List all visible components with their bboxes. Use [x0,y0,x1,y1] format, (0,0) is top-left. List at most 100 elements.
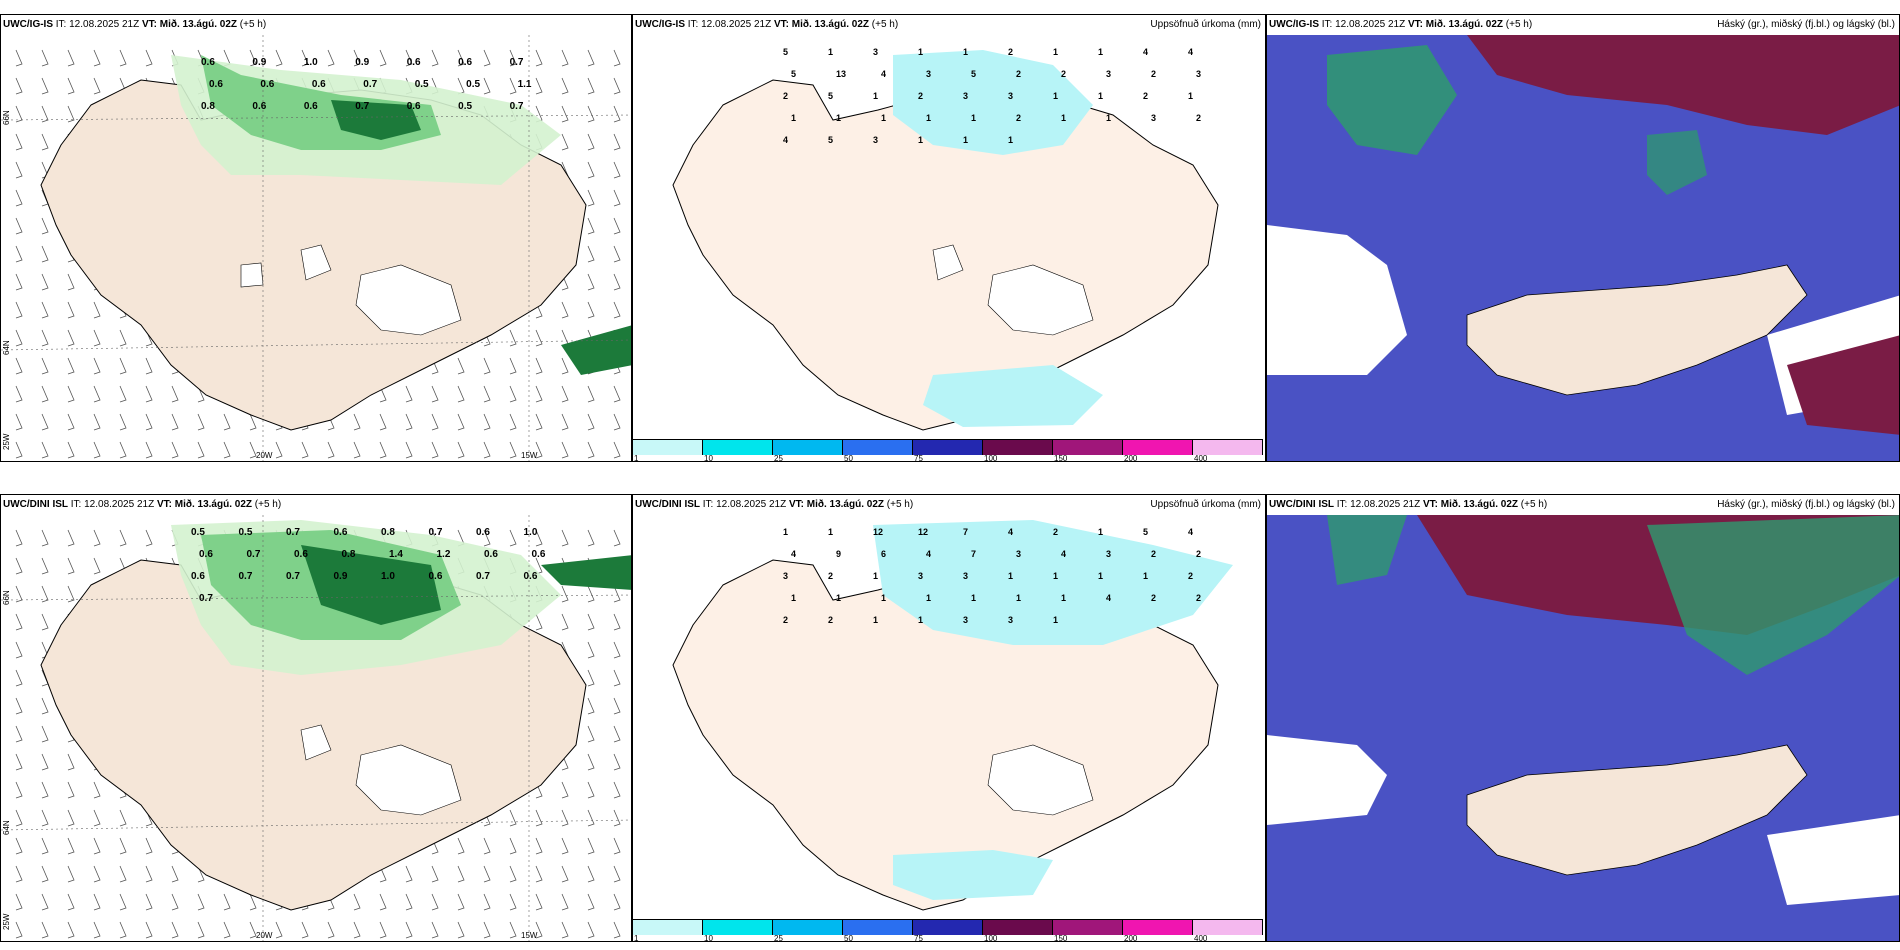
wind-barb [613,77,621,95]
wind-barb [561,77,569,95]
wind-barb [197,441,205,459]
value-label: 2 [1016,69,1021,79]
glacier [987,264,1094,336]
value-label: 4 [926,549,931,559]
colorbar-tick: 25 [774,454,783,462]
wind-barb [509,77,517,95]
precip-value-labels: 0.5 0.5 0.7 0.6 0.8 0.7 0.6 1.0 0.6 0.7 0.6 0.8 1.4 1… [191,527,546,604]
wind-barb [535,837,543,855]
wind-barb [613,529,621,547]
value-label: 0.9 [355,57,369,68]
value-label: 0.7 [355,101,369,112]
wind-barb [587,725,595,743]
panel-title: UWC/IG-IS IT: 12.08.2025 21Z VT: Mið. 13… [3,19,267,30]
wind-barb [535,413,543,431]
value-label: 1 [1008,571,1013,581]
wind-barb [93,329,101,347]
wind-barb [41,809,49,827]
wind-barb [41,529,49,547]
colorbar-tick: 100 [984,934,998,942]
wind-barb [119,49,127,67]
value-label: 5 [828,135,833,145]
wind-barb [483,921,491,939]
wind-barb [41,557,49,575]
wind-barb [483,49,491,67]
wind-barb [509,357,517,375]
wind-barb [379,49,387,67]
colorbar-swatch [1123,439,1193,455]
wind-barb [145,441,153,459]
wind-barb [119,385,127,403]
wind-barb [587,893,595,911]
wind-barb [535,809,543,827]
wind-barb [41,49,49,67]
colorbar-tick: 150 [1054,454,1068,462]
wind-barb [15,77,23,95]
wind-barb [509,529,517,547]
wind-barb [171,385,179,403]
value-label: 2 [783,91,788,101]
wind-barb [67,441,75,459]
wind-barb [613,809,621,827]
value-label: 9 [836,549,841,559]
value-label: 1 [836,593,841,603]
wind-barb [67,921,75,939]
wind-barb [535,441,543,459]
wind-barb [145,921,153,939]
wind-barb [613,781,621,799]
value-label: 1 [963,47,968,57]
wind-barb [587,413,595,431]
map-precip-wind: 0.5 0.5 0.7 0.6 0.8 0.7 0.6 1.0 0.6 0.7 0.6 0.8 1.4 1… [1,515,631,941]
wind-barb [93,301,101,319]
wind-barb [41,133,49,151]
value-label: 0.6 [312,79,326,90]
colorbar-swatch [1053,919,1123,935]
wind-barb [41,697,49,715]
wind-barb [457,893,465,911]
wind-barb [405,865,413,883]
wind-barb [15,837,23,855]
wind-barb [509,809,517,827]
wind-barb [145,865,153,883]
value-label: 0.6 [201,57,215,68]
map-clouds [1267,35,1899,461]
lat-label-25w: 25W [2,913,11,930]
panel-clouds-igis: UWC/IG-IS IT: 12.08.2025 21Z VT: Mið. 13… [1266,14,1900,462]
value-label: 1 [1188,91,1193,101]
wind-barb [353,893,361,911]
value-label: 1 [828,47,833,57]
value-label: 1 [918,47,923,57]
wind-barb [67,105,75,123]
panel-title: UWC/DINI ISL IT: 12.08.2025 21Z VT: Mið.… [1269,499,1548,510]
value-label: 2 [1143,91,1148,101]
wind-barb [275,49,283,67]
wind-barb [509,329,517,347]
wind-barb [561,921,569,939]
wind-barb [613,893,621,911]
value-label: 1 [1053,91,1058,101]
wind-barb [561,49,569,67]
colorbar: 1 10 25 50 75 100 150 200 400 [633,919,1263,941]
wind-barb [535,865,543,883]
wind-barb [145,357,153,375]
value-label: 3 [963,571,968,581]
wind-barb [587,809,595,827]
value-label: 0.6 [524,571,538,582]
cloud-low [1647,515,1899,675]
value-label: 4 [1188,47,1193,57]
value-label: 3 [1008,91,1013,101]
value-label: 0.6 [304,101,318,112]
wind-barb [535,893,543,911]
wind-barb [197,413,205,431]
value-label: 0.6 [294,549,308,560]
wind-barb [15,921,23,939]
wind-barb [379,893,387,911]
wind-barb [15,385,23,403]
panel-title: UWC/IG-IS IT: 12.08.2025 21Z VT: Mið. 13… [1269,19,1533,30]
wind-barb [67,865,75,883]
wind-barb [41,77,49,95]
wind-barb [405,893,413,911]
wind-barb [587,161,595,179]
accum-value-labels: 1 1 12 12 7 4 2 1 5 44 9 6 4 7 3 4 3 2 23 2 1 3 3 1 1 1 1 21 1 1 1 1 1 1 4… [783,527,1201,625]
wind-barb [561,809,569,827]
